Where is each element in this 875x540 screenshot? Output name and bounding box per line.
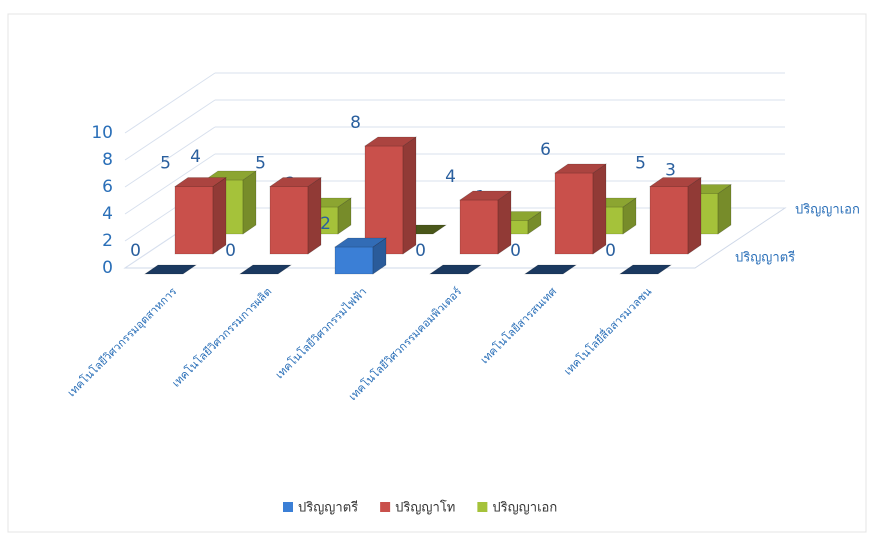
grid-line (124, 126, 216, 188)
y-tick-label: 6 (102, 177, 113, 197)
data-label: 0 (130, 241, 141, 261)
legend-swatch (380, 502, 391, 512)
data-label: 4 (190, 147, 201, 167)
chart-frame (7, 13, 867, 533)
bar (554, 163, 607, 255)
data-label: 6 (540, 140, 551, 160)
legend-label: ปริญญาตรี (298, 500, 358, 516)
bar (524, 264, 577, 275)
bar-front (269, 186, 309, 255)
bar (334, 237, 387, 275)
y-tick-label: 0 (102, 258, 113, 278)
y-tick-label: 8 (102, 150, 113, 170)
bar-top (174, 177, 227, 187)
depth-label: ปริญญาตรี (735, 250, 795, 266)
x-tick-label: เทคโนโลยีวิศวกรรมคอมพิวเตอร์ (345, 284, 464, 403)
bar (619, 264, 672, 275)
bar-top (429, 264, 482, 275)
bar-front (174, 186, 214, 255)
data-label: 5 (255, 154, 266, 174)
y-tick-label: 2 (102, 231, 113, 251)
data-label: 2 (320, 214, 331, 234)
bar (144, 264, 197, 275)
bar-side (307, 176, 322, 255)
bar-top (334, 237, 387, 248)
bar-side (242, 170, 257, 235)
bar (429, 264, 482, 275)
grid-line (124, 99, 216, 161)
bar-front (459, 199, 499, 255)
y-tick-label: 10 (91, 123, 113, 143)
data-label: 0 (605, 241, 616, 261)
y-tick-label: 4 (102, 204, 113, 224)
bar (649, 176, 702, 255)
depth-label: ปริญญาเอก (795, 203, 860, 218)
bar-top (144, 264, 197, 275)
bar-front (554, 172, 594, 255)
bar-side (687, 176, 702, 255)
x-tick-label: เทคโนโลยีสารสนเทศ (477, 284, 559, 366)
data-label: 8 (350, 113, 361, 133)
data-label: 5 (635, 154, 646, 174)
x-tick-label: เทคโนโลยีสื่อสารมวลชน (560, 283, 655, 378)
bar-side (497, 190, 512, 255)
legend-swatch (283, 502, 293, 512)
bar-top (554, 163, 607, 174)
data-label: 4 (445, 167, 456, 187)
bar-top (239, 264, 292, 275)
bar (174, 176, 227, 255)
bar-side (402, 136, 417, 255)
bar-top (459, 190, 512, 201)
x-tick-label: เทคโนโลยีวิศวกรรมการผลิต (169, 284, 274, 389)
grid-line (124, 153, 216, 215)
bar (459, 190, 512, 255)
x-tick-label: เทคโนโลยีวิศวกรรมอุตสาหการ (64, 284, 179, 399)
bar-top (649, 177, 702, 187)
data-label: 5 (160, 154, 171, 174)
grid-line (124, 72, 216, 134)
bar (239, 264, 292, 275)
data-label: 3 (665, 161, 676, 181)
legend-label: ปริญญาเอก (492, 501, 557, 516)
bar-front (334, 246, 374, 275)
data-label: 0 (415, 241, 426, 261)
legend-swatch (477, 502, 488, 512)
bar-side (212, 176, 227, 255)
bar-top (269, 177, 322, 187)
data-label: 0 (225, 241, 236, 261)
bar-front (649, 186, 689, 255)
bar-top (364, 136, 417, 147)
legend-label: ปริญญาโท (395, 500, 455, 516)
bar-top (524, 264, 577, 275)
data-label: 0 (510, 241, 521, 261)
bar-top (619, 264, 672, 275)
bar (269, 176, 322, 255)
x-tick-label: เทคโนโลยีวิศวกรรมไฟฟ้า (272, 284, 369, 381)
bar-side (592, 163, 607, 255)
bar (364, 136, 417, 255)
